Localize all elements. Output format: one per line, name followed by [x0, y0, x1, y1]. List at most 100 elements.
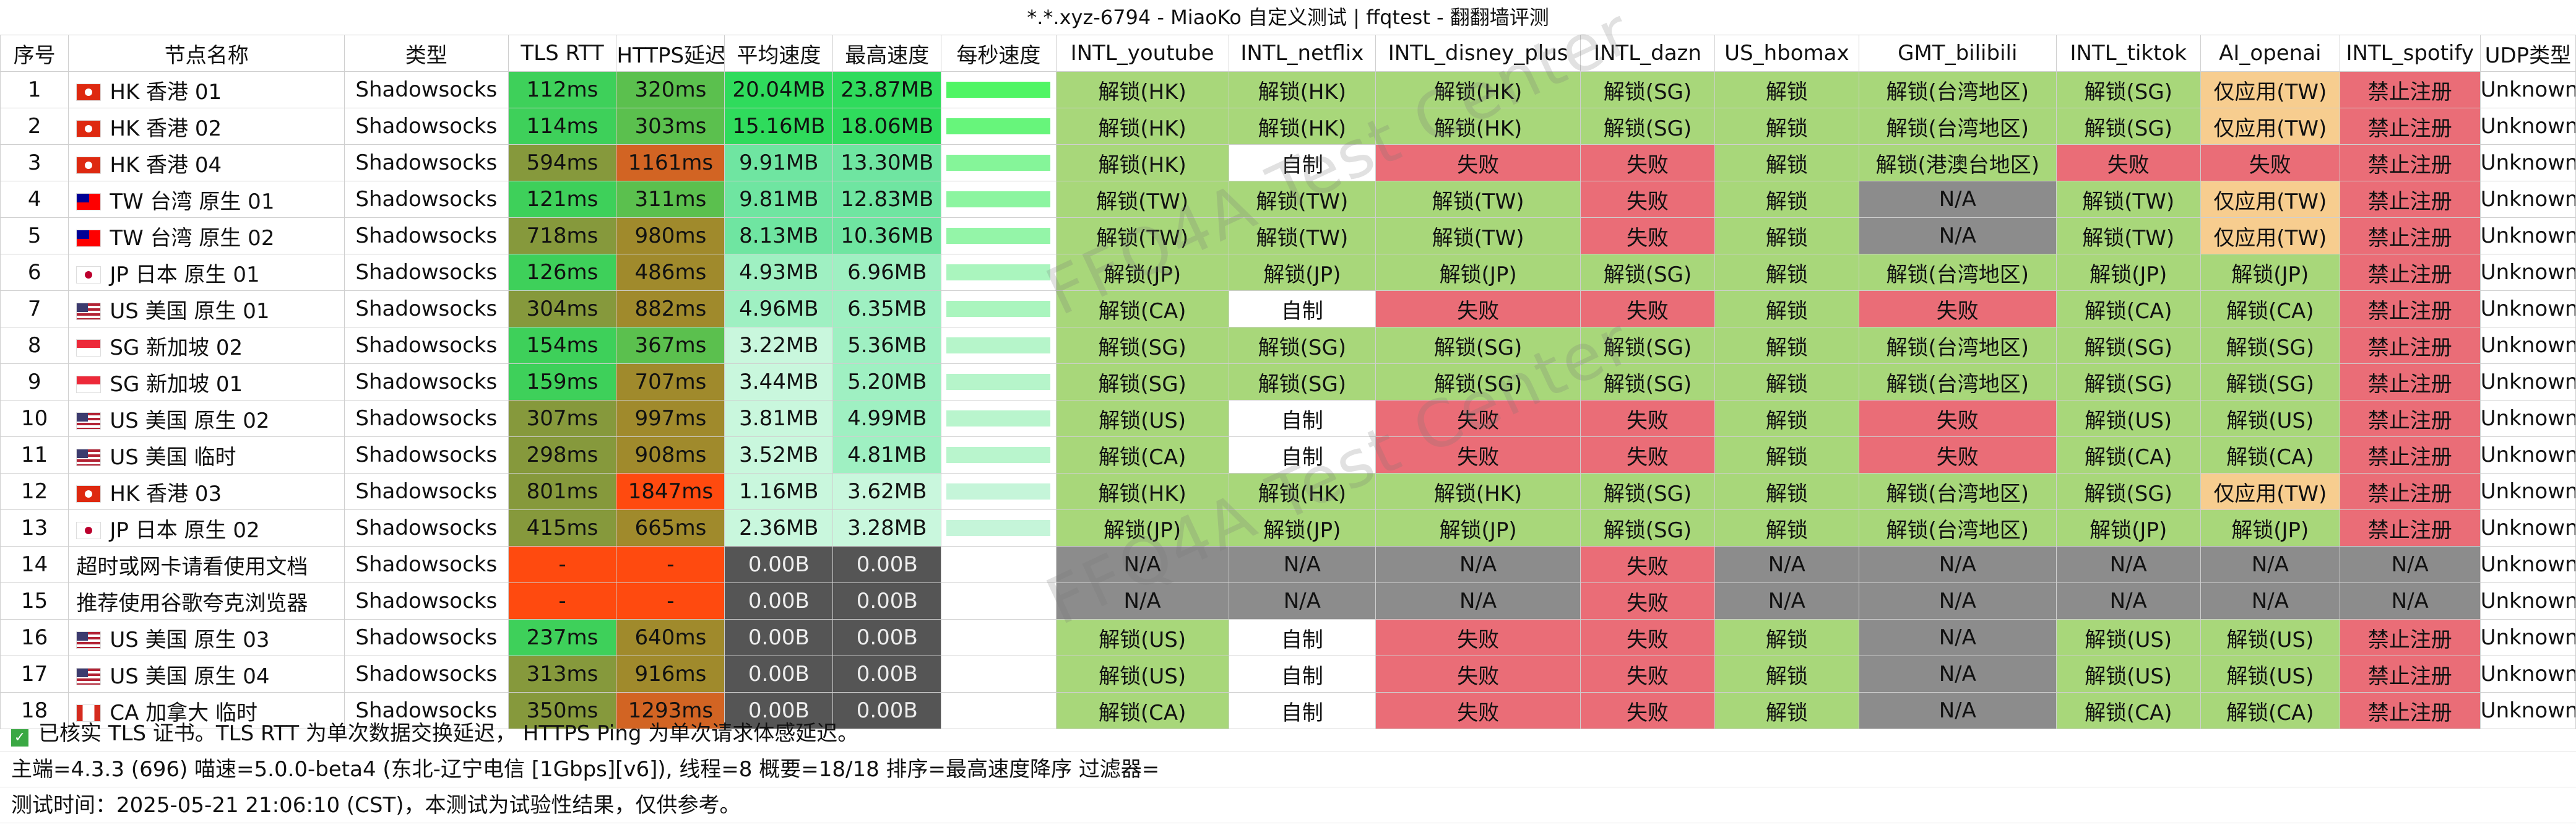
unlock-netflix: N/A [1228, 582, 1377, 620]
table-row[interactable]: 14 超时或网卡请看使用文档 Shadowsocks - -0.00B 0.00B N/A N… [0, 546, 2576, 583]
column-header[interactable]: 最高速度 [832, 35, 942, 72]
unlock-hbomax: 解锁 [1714, 509, 1859, 547]
node-type: Shadowsocks [344, 582, 509, 620]
unlock-bilibili: 失败 [1858, 400, 2057, 437]
max-speed: 0.00B [832, 656, 942, 693]
https-latency: 665ms [616, 509, 725, 547]
udp-type: Unknown [2479, 692, 2576, 729]
tls-rtt: 313ms [508, 656, 617, 693]
sparkline-fill [946, 82, 1051, 98]
per-second-speed [941, 181, 1057, 218]
table-row[interactable]: 18 CA 加拿大 临时 Shadowsocks 350ms 1293ms 0.00B 0.… [0, 692, 2576, 729]
column-header[interactable]: INTL_netflix [1228, 35, 1377, 72]
column-header[interactable]: 类型 [344, 35, 509, 72]
jp-flag-icon [76, 521, 102, 539]
unlock-tiktok: 解锁(US) [2055, 400, 2201, 437]
table-row[interactable]: 16 US 美国 原生 03 Shadowsocks 237ms 640ms 0.00B 0… [0, 619, 2576, 656]
unlock-hbomax: 解锁 [1714, 400, 1859, 437]
avg-speed: 3.81MB [724, 400, 834, 437]
node-type: Shadowsocks [344, 400, 509, 437]
row-index: 16 [0, 619, 69, 656]
table-row[interactable]: 10 US 美国 原生 02 Shadowsocks 307ms 997ms 3.81MB… [0, 400, 2576, 437]
unlock-spotify: 禁止注册 [2339, 144, 2481, 181]
https-latency: 980ms [616, 217, 725, 254]
unlock-tiktok: N/A [2055, 582, 2201, 620]
unlock-youtube: 解锁(US) [1055, 400, 1229, 437]
table-row[interactable]: 2 HK 香港 02 Shadowsocks 114ms 303ms 15.16MB 18.… [0, 108, 2576, 145]
sparkline-fill [946, 155, 1051, 171]
unlock-openai: 仅应用(TW) [2200, 108, 2340, 145]
column-header[interactable]: HTTPS延迟 [616, 35, 725, 72]
udp-type: Unknown [2479, 290, 2576, 327]
speed-sparkline [946, 301, 1051, 317]
table-row[interactable]: 15 推荐使用谷歌夸克浏览器 Shadowsocks - -0.00B 0.00B N/A N… [0, 582, 2576, 620]
unlock-tiktok: 解锁(JP) [2055, 254, 2201, 291]
column-header[interactable]: 每秒速度 [941, 35, 1057, 72]
https-latency: 1161ms [616, 144, 725, 181]
avg-speed: 2.36MB [724, 509, 834, 547]
unlock-bilibili: 解锁(港澳台地区) [1858, 144, 2057, 181]
table-row[interactable]: 13 JP 日本 原生 02 Shadowsocks 415ms 665ms 2.36MB… [0, 509, 2576, 547]
speed-sparkline [946, 82, 1051, 98]
unlock-bilibili: N/A [1858, 656, 2057, 693]
table-row[interactable]: 4 TW 台湾 原生 01 Shadowsocks 121ms 311ms 9.81MB 1… [0, 181, 2576, 218]
https-latency: 311ms [616, 181, 725, 218]
unlock-openai: 失败 [2200, 144, 2340, 181]
column-header[interactable]: INTL_dazn [1580, 35, 1715, 72]
unlock-dazn: 失败 [1580, 217, 1715, 254]
ca-flag-icon [76, 704, 102, 722]
column-header[interactable]: TLS RTT [508, 35, 617, 72]
node-type: Shadowsocks [344, 108, 509, 145]
node-name: TW 台湾 原生 01 [68, 181, 345, 218]
node-name: TW 台湾 原生 02 [68, 217, 345, 254]
node-name: HK 香港 02 [68, 108, 345, 145]
max-speed: 0.00B [832, 582, 942, 620]
tls-rtt: 415ms [508, 509, 617, 547]
column-header[interactable]: AI_openai [2200, 35, 2340, 72]
column-header[interactable]: GMT_bilibili [1858, 35, 2057, 72]
unlock-netflix: 自制 [1228, 656, 1377, 693]
udp-type: Unknown [2479, 363, 2576, 401]
us-flag-icon [76, 631, 102, 649]
max-speed: 10.36MB [832, 217, 942, 254]
table-row[interactable]: 7 US 美国 原生 01 Shadowsocks 304ms 882ms 4.96MB 6… [0, 290, 2576, 327]
unlock-disney-plus: 解锁(JP) [1375, 254, 1581, 291]
unlock-openai: 解锁(SG) [2200, 363, 2340, 401]
table-row[interactable]: 8 SG 新加坡 02 Shadowsocks 154ms 367ms 3.22MB 5.3… [0, 327, 2576, 364]
column-header[interactable]: INTL_spotify [2339, 35, 2481, 72]
unlock-youtube: 解锁(HK) [1055, 144, 1229, 181]
table-row[interactable]: 9 SG 新加坡 01 Shadowsocks 159ms 707ms 3.44MB 5.2… [0, 363, 2576, 401]
node-type: Shadowsocks [344, 509, 509, 547]
column-header[interactable]: INTL_youtube [1055, 35, 1229, 72]
table-row[interactable]: 6 JP 日本 原生 01 Shadowsocks 126ms 486ms 4.93MB 6… [0, 254, 2576, 291]
unlock-dazn: 失败 [1580, 290, 1715, 327]
info-line: 主端=4.3.3 (696) 喵速=5.0.0-beta4 (东北-辽宁电信 [… [0, 751, 2576, 787]
unlock-openai: 解锁(SG) [2200, 327, 2340, 364]
column-header[interactable]: 序号 [0, 35, 69, 72]
table-row[interactable]: 5 TW 台湾 原生 02 Shadowsocks 718ms 980ms 8.13MB 1… [0, 217, 2576, 254]
column-header[interactable]: US_hbomax [1714, 35, 1859, 72]
table-row[interactable]: 3 HK 香港 04 Shadowsocks 594ms 1161ms 9.91MB 13.… [0, 144, 2576, 181]
speed-sparkline [946, 264, 1051, 280]
column-header[interactable]: 平均速度 [724, 35, 834, 72]
unlock-youtube: 解锁(HK) [1055, 108, 1229, 145]
table-row[interactable]: 12 HK 香港 03 Shadowsocks 801ms 1847ms 1.16MB 3.… [0, 473, 2576, 510]
per-second-speed [941, 582, 1057, 620]
table-row[interactable]: 11 US 美国 临时 Shadowsocks 298ms 908ms 3.52MB 4.8… [0, 436, 2576, 474]
column-header[interactable]: INTL_tiktok [2055, 35, 2201, 72]
column-header[interactable]: 节点名称 [68, 35, 345, 72]
unlock-netflix: 自制 [1228, 400, 1377, 437]
table-row[interactable]: 17 US 美国 原生 04 Shadowsocks 313ms 916ms 0.00B 0… [0, 656, 2576, 693]
max-speed: 5.36MB [832, 327, 942, 364]
column-header[interactable]: INTL_disney_plus [1375, 35, 1581, 72]
unlock-bilibili: 失败 [1858, 436, 2057, 474]
table-row[interactable]: 1 HK 香港 01 Shadowsocks 112ms 320ms 20.04MB 23.… [0, 71, 2576, 108]
column-header[interactable]: UDP类型 [2479, 35, 2576, 72]
unlock-spotify: 禁止注册 [2339, 656, 2481, 693]
unlock-openai: 仅应用(TW) [2200, 473, 2340, 510]
max-speed: 0.00B [832, 619, 942, 656]
udp-type: Unknown [2479, 473, 2576, 510]
max-speed: 0.00B [832, 546, 942, 583]
unlock-hbomax: 解锁 [1714, 436, 1859, 474]
unlock-bilibili: 解锁(台湾地区) [1858, 108, 2057, 145]
